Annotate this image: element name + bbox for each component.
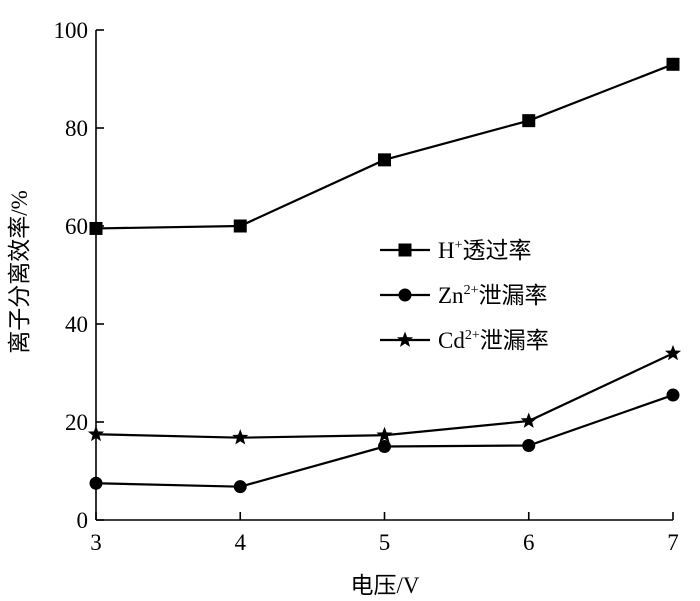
x-tick-label: 5 [379, 530, 391, 555]
data-point-star [87, 425, 105, 442]
y-tick-label: 0 [77, 508, 89, 533]
data-point-star [664, 344, 682, 361]
data-point-square [89, 221, 103, 235]
legend-marker [396, 331, 414, 347]
x-tick-label: 6 [523, 530, 535, 555]
y-tick-label: 60 [65, 214, 88, 239]
data-point-circle [89, 476, 103, 490]
x-tick-label: 7 [667, 530, 679, 555]
legend: H+透过率 Zn2+泄漏率 Cd2+泄漏率 [380, 238, 549, 353]
data-point-star [376, 426, 393, 443]
data-point-square [666, 57, 680, 71]
legend-label: Zn2+泄漏率 [438, 283, 547, 308]
axes: 0 20 40 60 80 100 3 4 5 6 7 [54, 18, 679, 555]
data-point-star [520, 412, 537, 428]
data-point-circle [666, 388, 680, 402]
data-point-square [378, 153, 391, 167]
data-point-circle [233, 480, 247, 494]
y-tick-label: 40 [65, 312, 88, 337]
data-point-circle [522, 439, 536, 453]
data-point-square [233, 219, 247, 233]
data-point-circle [378, 440, 391, 453]
series-line-square [95, 63, 674, 230]
y-tick-label: 100 [54, 18, 89, 43]
series-layer [87, 57, 682, 494]
y-axis-title: 离子分离效率/% [7, 190, 32, 354]
data-point-square [522, 114, 536, 128]
x-tick-label: 3 [90, 530, 102, 555]
legend-item: H+透过率 [380, 238, 532, 263]
legend-item: Zn2+泄漏率 [380, 283, 547, 308]
series-circle [89, 388, 680, 494]
series-star [87, 344, 682, 445]
legend-label: Cd2+泄漏率 [438, 328, 549, 353]
legend-marker [398, 243, 412, 257]
series-square [89, 57, 680, 235]
y-tick-label: 80 [65, 116, 88, 141]
legend-label: H+透过率 [438, 238, 532, 263]
data-point-star [232, 429, 249, 445]
legend-item: Cd2+泄漏率 [380, 328, 549, 353]
y-tick-label: 20 [65, 410, 88, 435]
x-tick-label: 4 [235, 530, 247, 555]
x-axis-title: 电压/V [351, 573, 420, 598]
legend-marker [398, 288, 412, 302]
